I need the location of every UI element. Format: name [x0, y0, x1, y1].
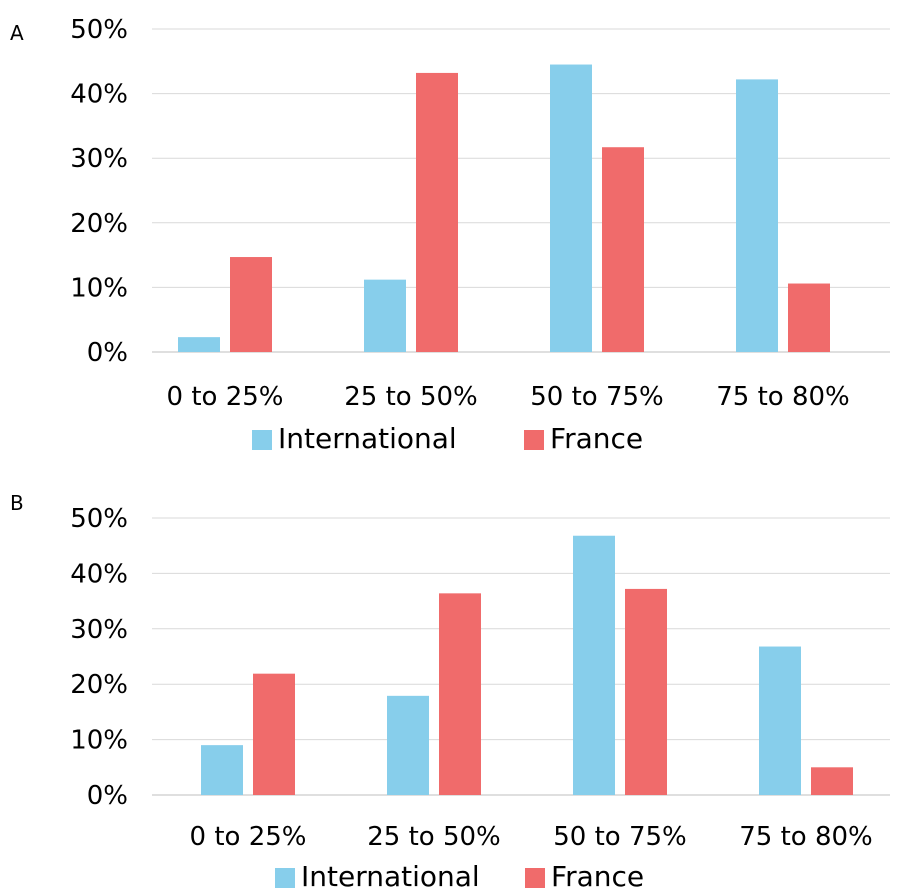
- y-tick-label: 30%: [70, 144, 128, 174]
- x-category-label: 25 to 50%: [367, 822, 501, 852]
- legend-swatch: [275, 868, 295, 888]
- y-tick-label: 20%: [70, 670, 128, 700]
- bar-international: [364, 279, 406, 352]
- y-tick-label: 40%: [70, 80, 128, 110]
- bar-international: [759, 646, 801, 795]
- bar-france: [439, 593, 481, 795]
- y-tick-label: 50%: [70, 504, 128, 534]
- bar-france: [625, 588, 667, 795]
- bar-international: [387, 695, 429, 795]
- x-category-label: 25 to 50%: [344, 382, 478, 412]
- chart-b-svg: B 0% 10% 20% 30% 40% 50% 0 to 25% 25 to 50% 50 to…: [10, 491, 890, 893]
- chart-panel-a: A 0% 10% 20% 30% 40% 50% 0 to 25% 25 to 50% 50 to…: [10, 15, 890, 455]
- y-tick-label: 0%: [87, 781, 128, 811]
- y-tick-label: 20%: [70, 209, 128, 239]
- x-category-label: 0 to 25%: [167, 382, 284, 412]
- bar-france: [811, 767, 853, 795]
- bar-international: [573, 535, 615, 795]
- legend-label: International: [278, 422, 457, 455]
- bar-france: [788, 283, 830, 352]
- y-tick-label: 40%: [70, 559, 128, 589]
- legend-label: France: [550, 422, 643, 455]
- x-category-label: 50 to 75%: [553, 822, 687, 852]
- bar-international: [550, 64, 592, 352]
- bar-france: [602, 147, 644, 352]
- x-category-label: 75 to 80%: [716, 382, 850, 412]
- bar-international: [178, 337, 220, 352]
- bar-international: [736, 79, 778, 352]
- y-tick-label: 10%: [70, 726, 128, 756]
- x-category-label: 0 to 25%: [190, 822, 307, 852]
- panel-label: B: [10, 491, 24, 515]
- chart-a-svg: A 0% 10% 20% 30% 40% 50% 0 to 25% 25 to 50% 50 to…: [10, 15, 890, 455]
- bar-france: [230, 257, 272, 352]
- bar-france: [253, 673, 295, 795]
- bar-international: [201, 745, 243, 795]
- bar-france: [416, 72, 458, 352]
- y-tick-label: 0%: [87, 338, 128, 368]
- y-tick-label: 50%: [70, 15, 128, 45]
- legend-swatch: [252, 430, 272, 450]
- x-category-label: 75 to 80%: [739, 822, 873, 852]
- panel-label: A: [10, 21, 24, 45]
- legend-label: International: [301, 860, 480, 893]
- legend-swatch: [525, 868, 545, 888]
- chart-panel-b: B 0% 10% 20% 30% 40% 50% 0 to 25% 25 to 50% 50 to…: [0, 478, 903, 896]
- legend-swatch: [524, 430, 544, 450]
- y-tick-label: 30%: [70, 615, 128, 645]
- x-category-label: 50 to 75%: [530, 382, 664, 412]
- y-tick-label: 10%: [70, 273, 128, 303]
- legend-label: France: [551, 860, 644, 893]
